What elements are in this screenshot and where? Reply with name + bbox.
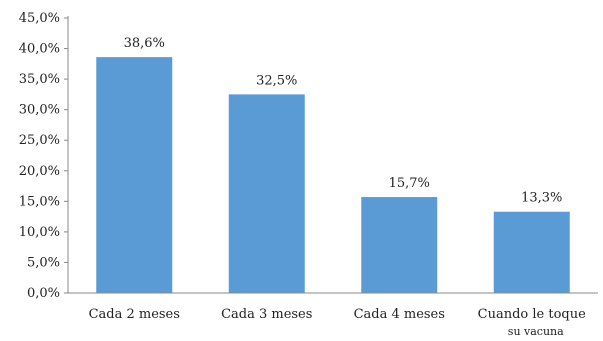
y-axis: 0,0% 5,0% 10,0% 15,0% 20,0% 25,0% 30,0% 35,0% 40… (19, 11, 69, 301)
y-tick-label: 45,0% (19, 11, 60, 26)
y-tick-label: 0,0% (27, 286, 60, 301)
y-tick-label: 5,0% (27, 255, 60, 270)
x-category-label: Cada 3 meses (221, 307, 312, 322)
bar (493, 211, 570, 293)
y-tick-label: 40,0% (19, 42, 60, 57)
y-tick-label: 20,0% (19, 164, 60, 179)
x-category-label: Cada 2 meses (89, 307, 180, 322)
bar (228, 94, 305, 293)
data-label: 38,6% (124, 36, 165, 51)
data-label: 13,3% (521, 191, 562, 206)
y-tick-label: 35,0% (19, 72, 60, 87)
data-label: 15,7% (389, 176, 430, 191)
bars (96, 57, 570, 293)
x-axis: Cada 2 meses Cada 3 meses Cada 4 meses Cuan… (68, 292, 598, 338)
bar (361, 197, 438, 293)
y-tick-label: 30,0% (19, 103, 60, 118)
y-tick-label: 25,0% (19, 133, 60, 148)
x-category-sublabel: su vacuna (508, 325, 564, 338)
x-category-label: Cuando le toque (478, 307, 586, 322)
x-category-label: Cada 4 meses (354, 307, 445, 322)
y-tick-label: 15,0% (19, 194, 60, 209)
bar (96, 57, 173, 293)
y-tick-label: 10,0% (19, 225, 60, 240)
data-labels: 38,6% 32,5% 15,7% 13,3% (124, 36, 563, 206)
data-label: 32,5% (256, 73, 297, 88)
